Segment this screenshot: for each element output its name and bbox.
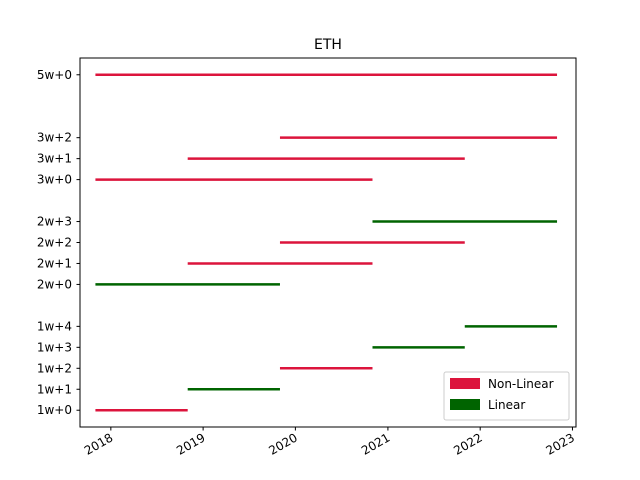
x-tick-label-2021: 2021: [359, 430, 392, 457]
y-tick-label-3wp2: 3w+2: [37, 131, 72, 145]
x-tick-label-2020: 2020: [266, 430, 299, 457]
y-tick-label-1wp2: 1w+2: [37, 361, 72, 375]
x-tick-label-2022: 2022: [451, 430, 484, 457]
x-tick-label-2019: 2019: [174, 430, 207, 457]
y-tick-label-2wp3: 2w+3: [37, 215, 72, 229]
legend-label-non-linear: Non-Linear: [488, 377, 554, 391]
y-tick-label-2wp2: 2w+2: [37, 236, 72, 250]
legend-swatch-linear: [450, 399, 480, 410]
legend-label-linear: Linear: [488, 398, 525, 412]
x-tick-label-2018: 2018: [82, 430, 115, 457]
y-tick-label-3wp1: 3w+1: [37, 152, 72, 166]
x-axis: 2018 2019 2020 2021 2022 2023: [82, 427, 577, 458]
y-tick-label-2wp1: 2w+1: [37, 256, 72, 270]
y-tick-label-5wp0: 5w+0: [37, 68, 72, 82]
legend-swatch-non-linear: [450, 378, 480, 389]
legend: Non-Linear Linear: [443, 371, 570, 421]
y-tick-label-1wp4: 1w+4: [37, 319, 72, 333]
y-tick-label-2wp0: 2w+0: [37, 277, 72, 291]
y-tick-label-3wp0: 3w+0: [37, 173, 72, 187]
y-tick-label-1wp3: 1w+3: [37, 340, 72, 354]
y-tick-label-1wp1: 1w+1: [37, 382, 72, 396]
x-tick-label-2023: 2023: [544, 430, 577, 457]
y-tick-label-1wp0: 1w+0: [37, 403, 72, 417]
segments-group: [95, 73, 558, 412]
y-axis: 1w+0 1w+1 1w+2 1w+3 1w+4 2w+0 2w+1 2w+2 2w+3 3w+0…: [37, 68, 80, 417]
chart-title: ETH: [314, 37, 342, 53]
